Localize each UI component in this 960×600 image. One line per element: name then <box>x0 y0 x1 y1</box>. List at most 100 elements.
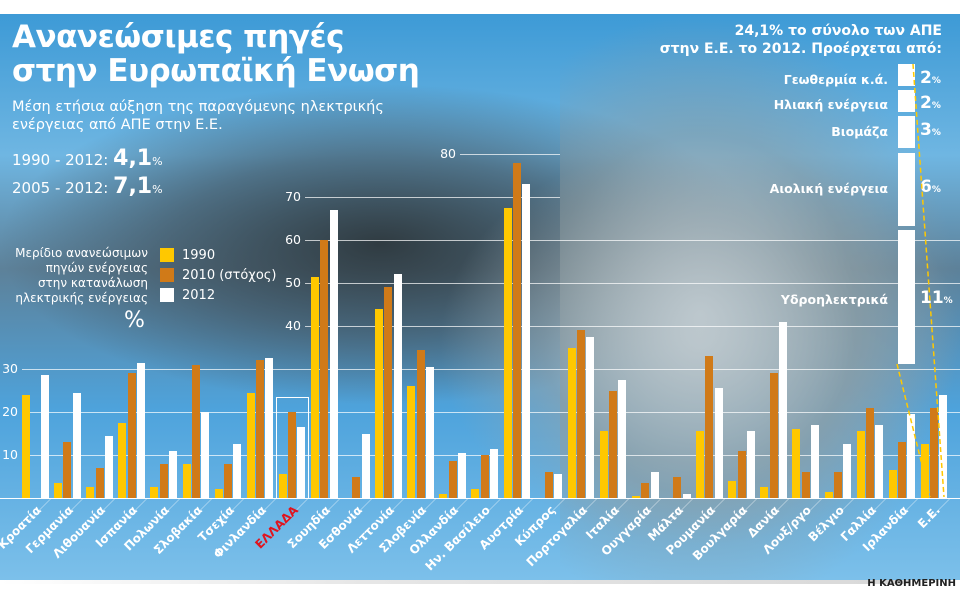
stack-label: Ηλιακή ενέργεια <box>773 97 888 112</box>
bar-1990 <box>310 276 319 498</box>
bar-2010 <box>609 390 618 498</box>
legend-desc-line: πηγών ενέργειας <box>45 261 148 275</box>
bar-2012 <box>907 414 916 498</box>
title-line-2: στην Ευρωπαϊκή Ενωση <box>12 53 420 89</box>
stat-value: 4,1 <box>113 146 153 171</box>
y-tick-label: 80 <box>440 146 456 161</box>
stack-segment <box>898 116 915 148</box>
bar-1990 <box>503 207 512 498</box>
bar-1990 <box>22 394 30 498</box>
legend-desc-line: Μερίδιο ανανεώσιμων <box>15 246 148 260</box>
stack-label: Βιομάζα <box>831 124 888 139</box>
legend-label: 1990 <box>182 247 216 263</box>
bar-2010 <box>256 360 264 498</box>
stat-label: 1990 - 2012: <box>12 151 109 169</box>
bar-2010 <box>737 450 746 498</box>
stack-label: Υδροηλεκτρικά <box>780 292 888 307</box>
y-tick-label: 40 <box>285 318 301 333</box>
stack-segment <box>898 90 915 112</box>
bar-2012 <box>297 427 306 498</box>
bar-2010 <box>673 476 682 498</box>
subtitle-line-2: ενέργειας από ΑΠΕ στην Ε.Ε. <box>12 117 223 133</box>
stack-value: 2% <box>920 93 941 113</box>
bar-2012 <box>72 392 81 498</box>
bar-2010 <box>288 412 297 498</box>
breakdown-title-line: 24,1% το σύνολο των ΑΠΕ <box>734 23 942 39</box>
legend-item-1990: 1990 <box>160 246 276 264</box>
bar-2012 <box>265 358 274 498</box>
stack-segment <box>898 230 915 364</box>
title-line-1: Ανανεώσιμες πηγές <box>12 19 345 55</box>
bar-1990 <box>728 480 737 498</box>
bar-1990 <box>278 474 287 498</box>
bar-2010 <box>384 287 393 498</box>
bar-2010 <box>833 472 842 498</box>
bar-2012 <box>650 472 659 498</box>
stack-value: 6% <box>920 177 941 197</box>
bar-1990 <box>599 431 608 498</box>
legend-description: Μερίδιο ανανεώσιμων πηγών ενέργειας στην… <box>8 246 148 306</box>
bar-2012 <box>329 209 338 498</box>
legend-item-2010: 2010 (στόχος) <box>160 266 276 284</box>
x-axis-baseline <box>0 498 960 499</box>
page-title: Ανανεώσιμες πηγές στην Ευρωπαϊκή Ενωση <box>12 19 420 89</box>
bar-2010 <box>898 442 906 498</box>
legend-label: 2012 <box>182 287 216 303</box>
stat-label: 2005 - 2012: <box>12 179 109 197</box>
bar-1990 <box>631 495 640 498</box>
stat-1990-2012: 1990 - 2012: 4,1% <box>12 146 163 171</box>
y-tick-label: 10 <box>2 447 18 462</box>
bar-1990 <box>214 489 223 498</box>
gridline <box>305 240 960 241</box>
bar-2012 <box>939 394 948 498</box>
breakdown-title: 24,1% το σύνολο των ΑΠΕ στην Ε.Ε. το 201… <box>660 22 942 58</box>
bar-2010 <box>352 476 361 498</box>
gridline <box>460 154 560 155</box>
bar-1990 <box>439 493 448 498</box>
source-label: Η ΚΑΘΗΜΕΡΙΝΗ <box>867 578 956 589</box>
stat-2005-2012: 2005 - 2012: 7,1% <box>12 174 163 199</box>
gridline <box>305 326 960 327</box>
bar-2010 <box>191 364 200 498</box>
bar-2012 <box>618 379 627 498</box>
bar-1990 <box>920 444 929 498</box>
bar-1990 <box>471 489 480 498</box>
stack-label: Γεωθερμία κ.ά. <box>783 72 888 87</box>
bar-1990 <box>150 487 159 498</box>
bar-2010 <box>801 472 810 498</box>
bar-2010 <box>577 330 585 498</box>
bar-1990 <box>246 392 255 498</box>
stack-segment <box>898 153 915 226</box>
legend-desc-line: ηλεκτρικής ενέργειας <box>15 291 148 305</box>
bar-1990 <box>696 431 705 498</box>
bar-2012 <box>522 184 531 498</box>
stat-value: 7,1 <box>113 174 153 199</box>
bar-2012 <box>425 366 434 498</box>
bar-1990 <box>86 487 95 498</box>
bar-2010 <box>705 356 714 498</box>
bar-2012 <box>875 424 884 498</box>
bar-2012 <box>682 493 691 498</box>
unit-label: % <box>124 308 145 333</box>
bar-1990 <box>375 308 384 498</box>
bar-1990 <box>54 482 63 498</box>
bar-2012 <box>490 448 498 498</box>
gridline <box>305 283 960 284</box>
bar-2010 <box>448 461 457 498</box>
swatch <box>160 268 174 282</box>
bar-2012 <box>586 336 595 498</box>
bar-1990 <box>856 431 865 498</box>
bar-2010 <box>416 349 425 498</box>
bar-2010 <box>641 482 650 498</box>
bar-2012 <box>778 321 787 498</box>
bar-2010 <box>512 162 521 498</box>
bar-2010 <box>865 407 874 498</box>
bar-2010 <box>127 373 136 498</box>
y-tick-label: 70 <box>285 189 301 204</box>
bar-2010 <box>544 472 553 498</box>
bar-2012 <box>233 444 242 498</box>
bar-1990 <box>118 422 127 498</box>
y-tick-label: 60 <box>285 232 301 247</box>
stat-unit: % <box>152 183 163 196</box>
bar-2010 <box>95 467 104 498</box>
